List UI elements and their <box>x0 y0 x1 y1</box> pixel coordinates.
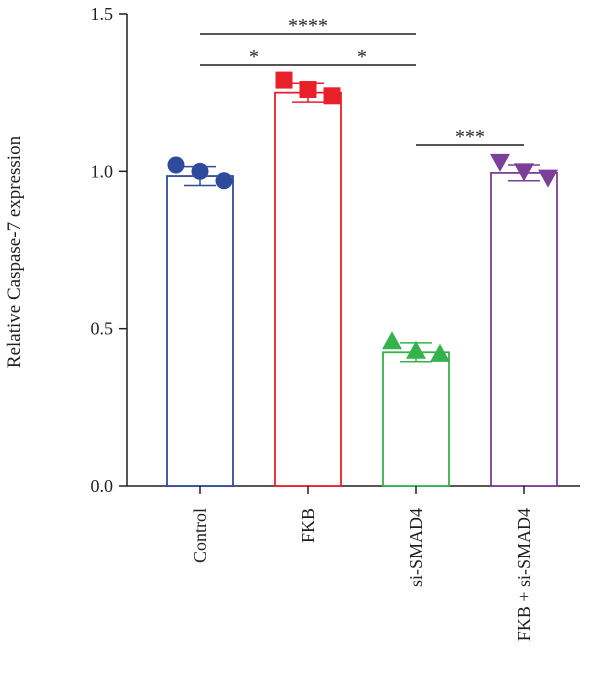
data-point <box>167 156 185 174</box>
x-tick-label: FKB <box>298 508 318 543</box>
error-bars <box>184 82 540 363</box>
data-point <box>406 340 426 359</box>
bar <box>274 91 342 487</box>
data-point <box>299 81 317 99</box>
x-tick-label: Control <box>190 508 210 563</box>
data-point <box>490 153 510 172</box>
bar <box>490 172 558 487</box>
y-axis-label: Relative Caspase-7 expression <box>4 135 25 368</box>
y-tick-label: 0.5 <box>91 319 114 339</box>
data-point <box>538 169 558 188</box>
significance-label: *** <box>455 126 485 148</box>
y-tick-label: 1.5 <box>91 4 114 24</box>
data-point <box>191 162 209 180</box>
bar <box>166 175 234 487</box>
data-point <box>382 331 402 350</box>
y-tick-label: 0.0 <box>91 476 114 496</box>
data-point <box>323 87 341 105</box>
significance-label: * <box>357 46 367 68</box>
bars <box>166 91 558 487</box>
y-tick-label: 1.0 <box>91 161 114 181</box>
significance-label: **** <box>288 15 328 37</box>
data-point <box>215 172 233 190</box>
significance-brackets: ***** **** <box>200 15 524 148</box>
data-point <box>514 163 534 182</box>
data-point <box>430 343 450 362</box>
x-ticks: Control FKB si-SMAD4 FKB + si-SMAD4 <box>190 486 534 641</box>
data-point <box>275 71 293 89</box>
y-ticks: 0.0 0.5 1.0 1.5 <box>91 4 127 496</box>
bar <box>382 351 450 487</box>
x-tick-label: si-SMAD4 <box>406 508 426 587</box>
x-tick-label: FKB + si-SMAD4 <box>514 508 534 641</box>
significance-label: * <box>249 46 259 68</box>
data-points <box>167 71 558 362</box>
